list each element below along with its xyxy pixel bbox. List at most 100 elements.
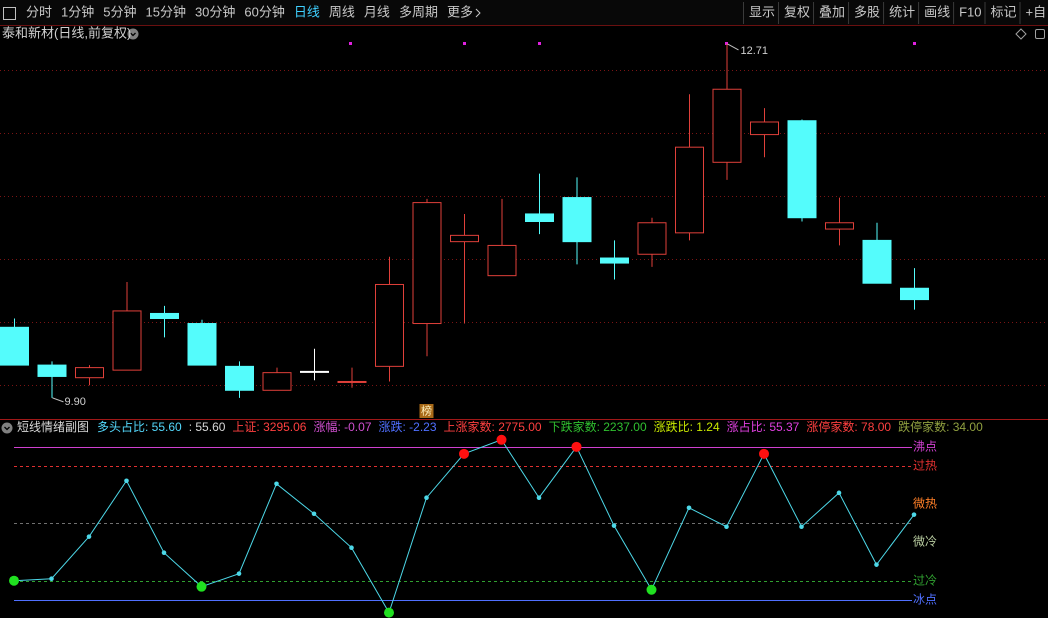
window-icon[interactable] <box>1035 29 1045 39</box>
tool-button[interactable]: 显示 <box>749 4 775 19</box>
sentiment-point <box>724 524 729 530</box>
candle-body <box>862 239 892 284</box>
period-tab[interactable]: 5分钟 <box>103 4 136 19</box>
period-tab[interactable]: 30分钟 <box>195 4 235 19</box>
badge-box <box>419 404 434 418</box>
tool-button[interactable]: 画线 <box>924 4 950 19</box>
sentiment-point <box>536 495 542 501</box>
sentiment-point <box>196 581 207 592</box>
candle-body <box>412 202 442 325</box>
sentiment-point <box>124 478 129 484</box>
level-label: 沸点 <box>913 440 937 454</box>
candle-body <box>75 367 104 379</box>
sentiment-point <box>161 550 167 556</box>
period-tab[interactable]: 月线 <box>364 4 390 19</box>
sentiment-point <box>874 562 879 567</box>
sentiment-point <box>49 576 54 582</box>
signal-marker <box>463 42 466 45</box>
sentiment-point <box>384 607 394 618</box>
sentiment-point <box>571 441 582 452</box>
sentiment-point <box>9 575 19 586</box>
annotation-arrow <box>52 397 64 403</box>
sentiment-point <box>274 481 279 487</box>
tool-button[interactable]: 复权 <box>784 4 810 19</box>
readout: 下跌家数: 2237.00 <box>549 419 647 434</box>
readout: 上证: 3295.06 <box>232 420 306 434</box>
candle-body <box>825 222 854 230</box>
signal-marker <box>725 42 728 45</box>
diamond-icon[interactable] <box>1015 28 1027 40</box>
readout: : 55.60 <box>189 420 226 434</box>
tool-button[interactable]: +自 <box>1026 4 1047 19</box>
period-tab[interactable]: 日线 <box>294 4 320 19</box>
badge: 榜 <box>421 403 432 417</box>
candle-body <box>225 365 254 391</box>
period-tab[interactable]: 分时 <box>26 4 52 19</box>
candle-body <box>150 312 179 319</box>
candle-body <box>787 120 817 219</box>
sentiment-point <box>646 584 657 595</box>
annotation-low: 9.90 <box>65 396 86 408</box>
annotation-high: 12.71 <box>741 45 769 57</box>
level-label: 微冷 <box>913 534 937 548</box>
menu-icon[interactable] <box>3 7 16 20</box>
readout: 涨停家数: 78.00 <box>806 419 891 434</box>
readout: 涨跌: -2.23 <box>379 419 437 434</box>
sentiment-point <box>236 571 242 576</box>
sentiment-point <box>759 448 769 459</box>
sentiment-point <box>424 495 429 501</box>
tool-button[interactable]: 统计 <box>889 4 915 19</box>
more-chevron <box>475 8 481 18</box>
toolbar-bg <box>0 0 1048 25</box>
period-tab[interactable]: 多周期 <box>399 4 438 19</box>
period-tab[interactable]: 15分钟 <box>145 4 185 19</box>
level-label: 微热 <box>913 496 937 510</box>
title-menu-chevron <box>130 32 136 37</box>
candle-body <box>487 244 517 277</box>
readout: 跌停家数: 34.00 <box>898 419 983 434</box>
period-tab[interactable]: 周线 <box>329 4 355 19</box>
tool-button[interactable]: 多股 <box>854 4 880 19</box>
period-tab[interactable]: 更多 <box>447 4 473 19</box>
candle-body <box>262 372 292 391</box>
signal-marker <box>349 42 352 45</box>
sentiment-point <box>611 523 617 528</box>
annotation-arrow <box>727 43 739 51</box>
panel-menu-chevron <box>4 426 10 431</box>
signal-marker <box>913 42 916 45</box>
period-tab[interactable]: 60分钟 <box>244 4 284 19</box>
level-label: 过热 <box>913 459 937 473</box>
candle-body <box>450 234 479 243</box>
readout: 涨幅: -0.07 <box>313 419 371 434</box>
readout: 多头占比: 55.60 <box>97 419 182 434</box>
tool-button[interactable]: F10 <box>959 4 981 19</box>
signal-markers <box>349 42 916 45</box>
sentiment-point <box>836 490 842 496</box>
candle-body <box>112 310 142 371</box>
sentiment-point <box>686 505 692 511</box>
readout: 涨跌比: 1.24 <box>654 419 720 434</box>
title-menu-icon[interactable] <box>127 28 139 40</box>
sentiment-point <box>459 448 469 459</box>
candle-body <box>562 197 592 243</box>
tool-button[interactable]: 叠加 <box>819 4 845 19</box>
sentiment-point <box>799 524 804 530</box>
candle-body <box>900 287 929 301</box>
readout: 涨占比: 55.37 <box>727 419 800 434</box>
candle-body <box>0 326 29 366</box>
panel-title: 短线情绪副图 <box>17 420 89 434</box>
sentiment-point <box>86 534 92 539</box>
candle-body <box>675 146 704 234</box>
candle-body <box>525 213 554 222</box>
candle-body <box>375 283 404 367</box>
candle-body <box>600 257 629 264</box>
tool-button[interactable]: 标记 <box>991 4 1017 19</box>
readout: 上涨家数: 2775.00 <box>444 419 542 434</box>
signal-marker <box>538 42 541 45</box>
panel-menu-icon[interactable] <box>1 422 13 434</box>
candle-body <box>187 323 217 366</box>
candle-body <box>712 88 742 163</box>
period-tab[interactable]: 1分钟 <box>61 4 94 19</box>
